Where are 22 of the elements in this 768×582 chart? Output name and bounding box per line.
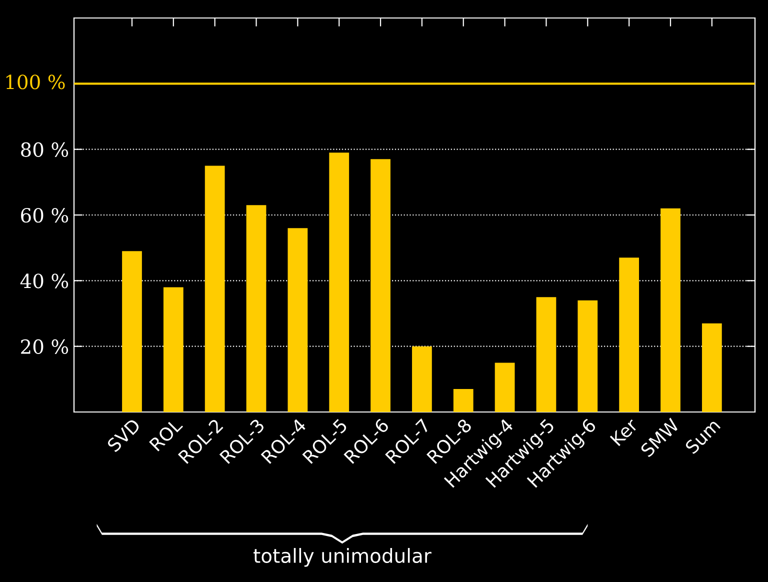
text: totally unimodular xyxy=(254,548,432,567)
bar xyxy=(536,297,556,412)
y-tick-label: 40 % xyxy=(20,274,68,288)
bar xyxy=(122,251,142,412)
bar xyxy=(619,258,640,412)
bar xyxy=(246,205,266,412)
y-tick-label: 60 % xyxy=(21,208,68,223)
bar xyxy=(288,228,308,412)
bar xyxy=(370,159,390,412)
bar xyxy=(412,346,432,412)
bar xyxy=(329,152,350,412)
bar xyxy=(702,323,722,412)
x-tick-label: Ker xyxy=(610,417,639,446)
ref-line-label: 100 % xyxy=(6,74,65,90)
y-tick-label: 80 % xyxy=(21,142,68,157)
bar xyxy=(163,287,184,412)
bar xyxy=(494,362,515,412)
bar xyxy=(204,166,225,412)
y-tick-label: 20 % xyxy=(21,339,68,354)
bar xyxy=(660,208,680,412)
bar xyxy=(578,300,598,412)
bar xyxy=(453,389,474,412)
